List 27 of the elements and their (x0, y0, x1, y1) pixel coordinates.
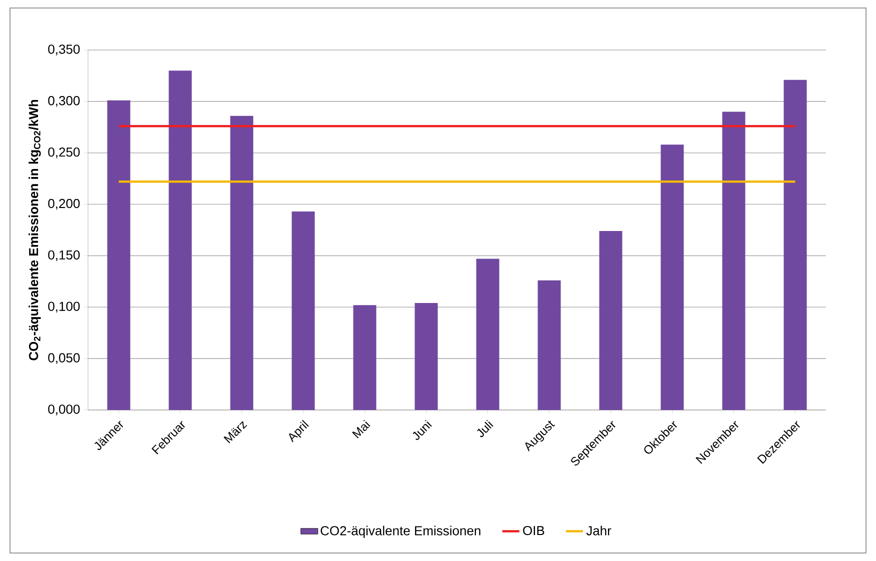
y-tick-label: 0,250 (48, 147, 80, 158)
bar (722, 112, 746, 410)
legend-label: OIB (523, 526, 544, 536)
y-tick-label: 0,200 (48, 198, 80, 210)
bar (538, 280, 561, 410)
y-tick-label: 0,100 (48, 302, 80, 312)
x-tick-label: Juni (412, 420, 432, 440)
bar (230, 116, 254, 410)
y-tick-label: 0,150 (48, 250, 80, 262)
y-tick-label: 0,350 (48, 44, 80, 56)
y-tick-label: 0,050 (48, 353, 80, 364)
bar (292, 211, 315, 410)
bar (414, 303, 438, 410)
y-tick-label: 0,000 (48, 404, 80, 416)
y-axis-title: CO$_{2}$-äquivalente Emissionen in kg$_{CO2}$/kWh (28, 100, 41, 360)
bar (476, 258, 500, 410)
legend-label: CO2-äqivalente Emissionen (320, 526, 480, 538)
bar (353, 305, 376, 410)
bar (107, 100, 130, 410)
x-tick-label: Juli (477, 420, 494, 438)
bar (784, 80, 807, 410)
y-tick-label: 0,300 (48, 96, 80, 107)
bar (660, 144, 684, 410)
legend-label: Jahr (586, 526, 612, 536)
bar (599, 231, 622, 410)
bar (168, 70, 192, 410)
x-tick-label: Mai (352, 420, 370, 438)
